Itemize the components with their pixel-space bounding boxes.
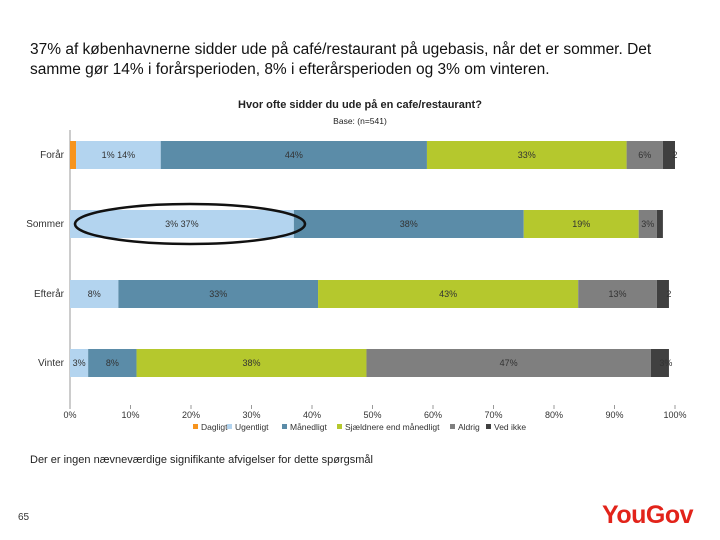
legend-label: Ved ikke	[494, 422, 526, 432]
bar-data-label: 6%	[638, 150, 651, 160]
bar-data-label: 43%	[439, 289, 457, 299]
bar-segment	[160, 141, 427, 169]
bar-data-label: 47%	[500, 358, 518, 368]
bar-segment	[118, 280, 319, 308]
chart-title: Hvor ofte sidder du ude på en cafe/resta…	[238, 99, 482, 111]
highlight-ellipse	[73, 202, 307, 246]
x-tick-label: 100%	[663, 410, 686, 420]
bar-data-label: 3%	[73, 358, 86, 368]
footnote: Der er ingen nævneværdige signifikante a…	[30, 454, 373, 466]
x-tick-label: 80%	[545, 410, 563, 420]
legend-label: Sjældnere end månedligt	[345, 422, 440, 432]
bar-segment	[70, 210, 294, 238]
bar-data-label: 2	[672, 150, 677, 160]
bar-data-label: 19%	[572, 219, 590, 229]
category-label: Forår	[40, 149, 65, 161]
bar-segment	[70, 349, 89, 377]
bar-data-label: 1% 14%	[102, 150, 136, 160]
bar-segment	[662, 141, 675, 169]
bar-segment	[366, 349, 651, 377]
bar-segment	[656, 280, 669, 308]
page-number: 65	[18, 512, 30, 523]
bar-data-label: 13%	[609, 289, 627, 299]
yougov-logo: YouGov	[602, 501, 693, 529]
bar-data-label: 8%	[106, 358, 119, 368]
x-tick-label: 70%	[484, 410, 502, 420]
bar-segment	[136, 349, 367, 377]
bar-data-label: 3% 37%	[165, 219, 199, 229]
bar-segment	[318, 280, 579, 308]
x-tick-label: 60%	[424, 410, 442, 420]
bar-segment	[426, 141, 627, 169]
bar-segment	[293, 210, 524, 238]
bar-segment	[76, 141, 161, 169]
bar-data-label: 2	[666, 289, 671, 299]
category-label: Vinter	[38, 358, 65, 369]
bar-segment	[523, 210, 639, 238]
bar-data-label: 33%	[209, 289, 227, 299]
x-tick-label: 20%	[182, 410, 200, 420]
headline: 37% af københavnerne sidder ude på café/…	[30, 41, 652, 78]
bar-segment	[656, 210, 663, 238]
bar-segment	[626, 141, 663, 169]
bar-segment	[88, 349, 137, 377]
x-tick-label: 30%	[242, 410, 260, 420]
legend-swatch	[282, 424, 287, 429]
legend-swatch	[450, 424, 455, 429]
legend-swatch	[337, 424, 342, 429]
category-label: Efterår	[34, 288, 65, 300]
bar-data-label: 38%	[400, 219, 418, 229]
legend-swatch	[193, 424, 198, 429]
bar-segment	[70, 141, 77, 169]
bar-data-label: 3%	[659, 358, 672, 368]
bar-segment	[578, 280, 657, 308]
bar-data-label: 33%	[518, 150, 536, 160]
bar-data-label: 38%	[242, 358, 260, 368]
bar-data-label: 3%	[641, 219, 654, 229]
bar-segment	[650, 349, 669, 377]
chart-subtitle: Base: (n=541)	[333, 116, 387, 126]
bar-segment	[638, 210, 657, 238]
legend-label: Aldrig	[458, 422, 480, 432]
legend-label: Ugentligt	[235, 422, 269, 432]
category-label: Sommer	[26, 219, 64, 230]
legend-label: Dagligt	[201, 422, 228, 432]
x-tick-label: 50%	[363, 410, 381, 420]
x-tick-label: 10%	[121, 410, 139, 420]
legend-label: Månedligt	[290, 422, 327, 432]
bar-data-label: 44%	[285, 150, 303, 160]
x-tick-label: 40%	[303, 410, 321, 420]
bar-data-label: 8%	[88, 289, 101, 299]
legend-swatch	[227, 424, 232, 429]
stacked-bar-chart: 0% 10% 20% 30% 40% 50% 60% 70% 80% 90% 100% Forår 1%…	[26, 130, 687, 432]
bar-segment	[70, 280, 119, 308]
x-tick-label: 0%	[63, 410, 76, 420]
x-tick-label: 90%	[605, 410, 623, 420]
legend-swatch	[486, 424, 491, 429]
